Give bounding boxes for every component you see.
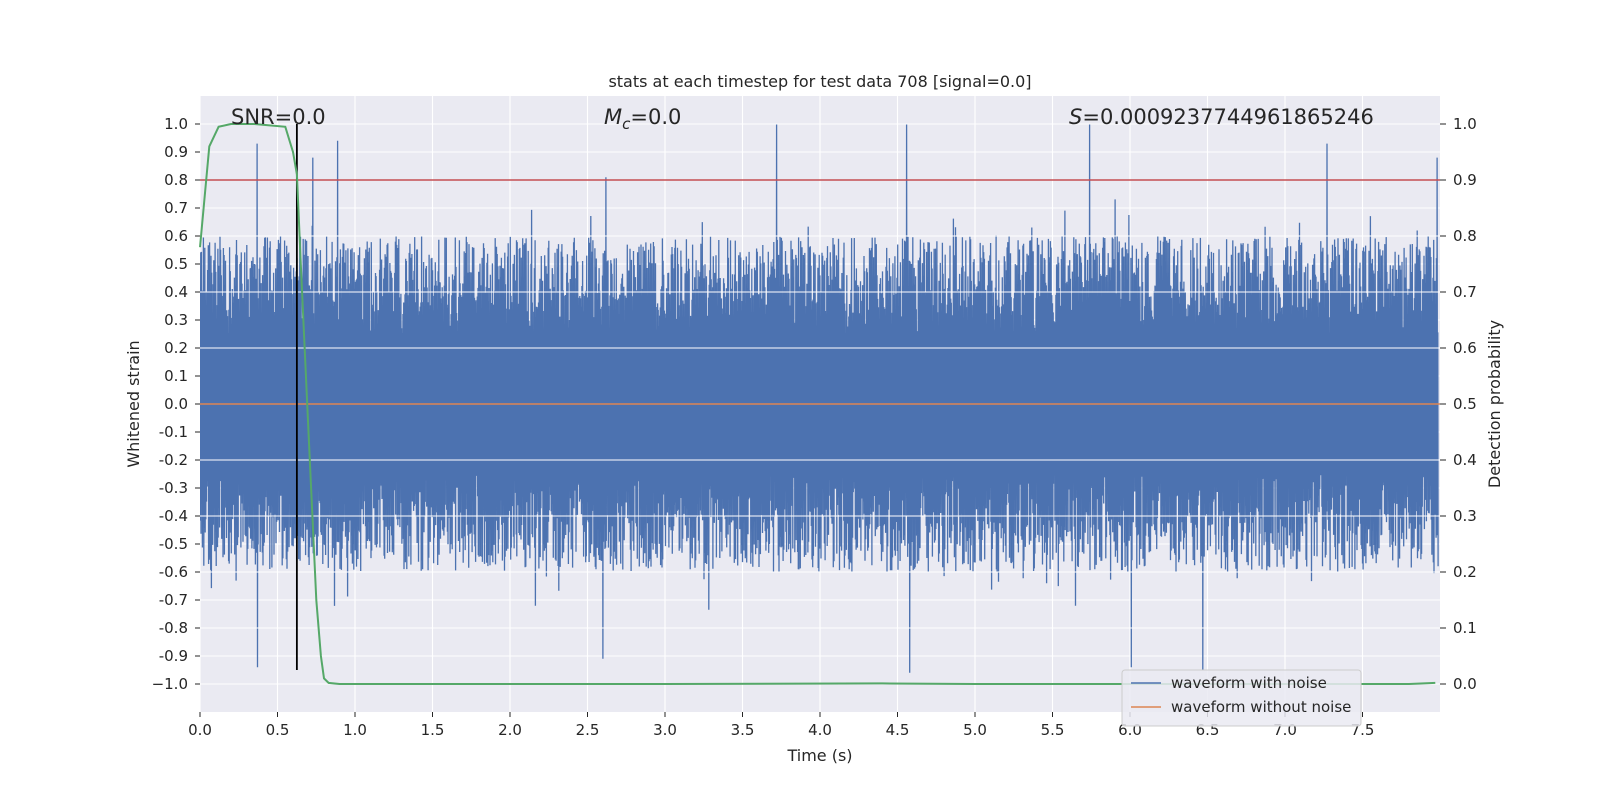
y-tick-label: -0.4 <box>159 507 188 525</box>
y2-tick-label: 0.0 <box>1453 675 1477 693</box>
detection-probability-line <box>199 123 1436 685</box>
axes: 0.0 0.5 1.0 1.5 2.0 2.5 3.0 3.5 4.0 4.5 5.0 5.5 6.0 6… <box>152 115 1477 739</box>
x-tick-label: 5.5 <box>1041 721 1065 739</box>
annotation-snr: SNR=0.0 <box>231 105 326 129</box>
y-tick-label: 0.7 <box>164 199 188 217</box>
y2-tick-label: 0.9 <box>1453 171 1477 189</box>
x-tick-label: 0.5 <box>266 721 290 739</box>
y-tick-label: 0.6 <box>164 227 188 245</box>
annotation-mc: Mc=0.0 <box>604 105 681 133</box>
y-axis-label: Whitened strain <box>124 340 143 467</box>
y-tick-label: -0.9 <box>159 647 188 665</box>
y2-axis-label: Detection probability <box>1485 320 1504 488</box>
y-tick-label: -0.3 <box>159 479 188 497</box>
legend-box <box>1121 669 1362 727</box>
series-waveform-with-noise <box>200 123 1439 673</box>
y-tick-label: 0.3 <box>164 311 188 329</box>
y-tick-label: 0.5 <box>164 255 188 273</box>
x-tick-label: 4.5 <box>886 721 910 739</box>
overlay <box>199 123 1440 685</box>
x-tick-label: 1.0 <box>343 721 367 739</box>
y2-tick-label: 0.6 <box>1453 339 1477 357</box>
y-tick-label: 0.2 <box>164 339 188 357</box>
x-tick-label: 3.0 <box>653 721 677 739</box>
y2-tick-label: 0.8 <box>1453 227 1477 245</box>
annotation-s-symbol: S <box>1069 105 1082 129</box>
y2-tick-label: 1.0 <box>1453 115 1477 133</box>
y-tick-label: 0.0 <box>164 395 188 413</box>
y2-tick-label: 0.7 <box>1453 283 1477 301</box>
y-tick-label: -0.2 <box>159 451 188 469</box>
chart-title: stats at each timestep for test data 708… <box>608 72 1031 91</box>
y-tick-label: 1.0 <box>164 115 188 133</box>
annotation-s-value: =0.0009237744961865246 <box>1082 105 1374 129</box>
x-tick-label: 2.0 <box>498 721 522 739</box>
y-tick-label: 0.1 <box>164 367 188 385</box>
legend-label-with-noise: waveform with noise <box>1171 674 1327 692</box>
y2-tick-label: 0.4 <box>1453 451 1477 469</box>
x-tick-label: 3.5 <box>731 721 755 739</box>
y-tick-label: 0.8 <box>164 171 188 189</box>
x-tick-label: 0.0 <box>188 721 212 739</box>
annotation-mc-subscript: c <box>622 115 631 133</box>
waveform-with-noise-line <box>200 123 1439 673</box>
y-tick-label: -0.7 <box>159 591 188 609</box>
x-tick-label: 5.0 <box>963 721 987 739</box>
y-tick-label: -0.1 <box>159 423 188 441</box>
y2-tick-label: 0.1 <box>1453 619 1477 637</box>
y-tick-label: -0.8 <box>159 619 188 637</box>
legend: waveform with noise waveform without noi… <box>1121 669 1362 727</box>
x-axis-label: Time (s) <box>786 746 852 765</box>
y-tick-label: 0.9 <box>164 143 188 161</box>
legend-label-without-noise: waveform without noise <box>1171 698 1351 716</box>
y-tick-label: -0.6 <box>159 563 188 581</box>
y-tick-label: -0.5 <box>159 535 188 553</box>
y-tick-label: 0.4 <box>164 283 188 301</box>
annotation-mc-value: =0.0 <box>630 105 681 129</box>
x-tick-label: 4.0 <box>808 721 832 739</box>
annotation-mc-symbol: M <box>604 105 622 129</box>
y2-tick-label: 0.2 <box>1453 563 1477 581</box>
y2-tick-label: 0.5 <box>1453 395 1477 413</box>
x-tick-label: 2.5 <box>576 721 600 739</box>
annotation-s: S=0.0009237744961865246 <box>1069 105 1374 129</box>
y-tick-label: −1.0 <box>152 675 188 693</box>
x-tick-label: 1.5 <box>421 721 445 739</box>
y2-tick-label: 0.3 <box>1453 507 1477 525</box>
